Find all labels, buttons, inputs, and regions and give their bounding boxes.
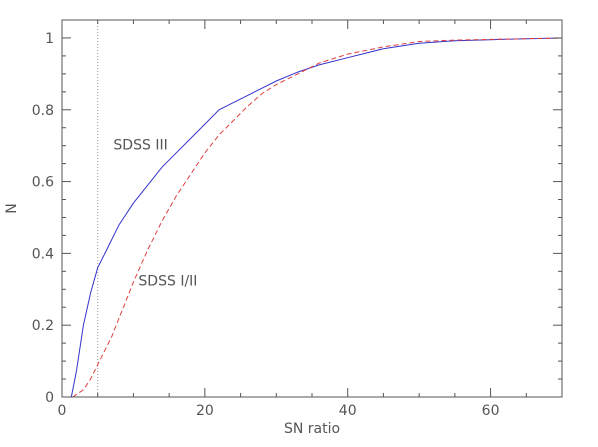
y-axis-title: N — [4, 203, 20, 213]
x-tick-label: 60 — [482, 403, 500, 419]
labels-layer: 0 20 40 60 0 0.2 0.4 0.6 0.8 1 — [32, 31, 500, 419]
x-axis-title: SN ratio — [284, 421, 340, 437]
x-tick-label: 40 — [339, 403, 357, 419]
x-tick-label: 0 — [58, 403, 67, 419]
annotation-sdss-iii: SDSS III — [113, 137, 167, 153]
ticks-layer — [61, 19, 563, 398]
series-line-sdss-iii — [70, 37, 563, 398]
y-tick-label: 0 — [45, 390, 54, 406]
series-line-sdss-i-ii — [72, 37, 563, 398]
annotation-sdss-i-ii: SDSS I/II — [138, 274, 197, 290]
y-tick-label: 0.2 — [32, 318, 54, 334]
plot-frame — [61, 19, 563, 398]
y-tick-label: 0.8 — [32, 103, 54, 119]
series-layer — [70, 37, 563, 398]
annotations-layer: SDSS III SDSS I/II — [113, 137, 197, 289]
y-tick-label: 0.4 — [32, 246, 54, 262]
y-tick-label: 0.6 — [32, 175, 54, 191]
y-tick-label: 1 — [45, 31, 54, 47]
x-tick-label: 20 — [196, 403, 214, 419]
